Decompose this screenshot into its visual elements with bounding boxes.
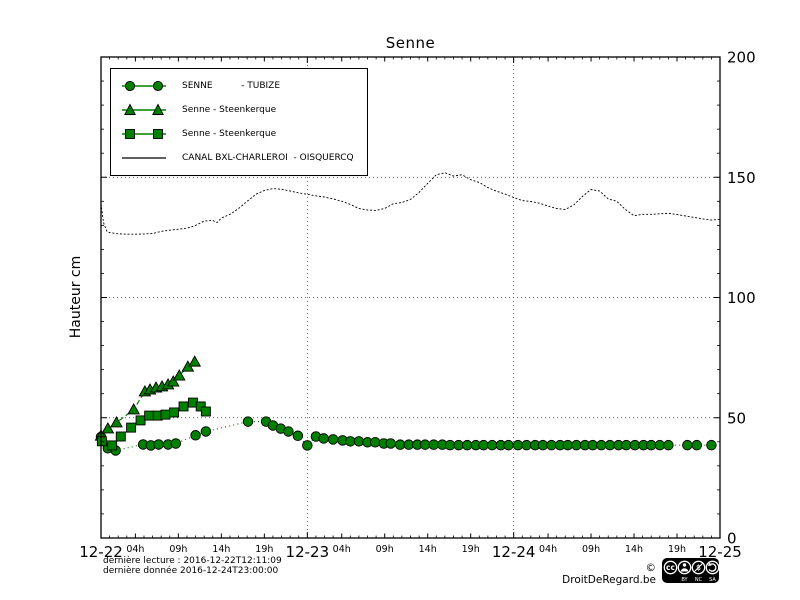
marker-circle-tubize [153,439,164,450]
legend-circle-marker-icon [122,80,166,92]
marker-circle-tubize [385,438,396,449]
y-tick-label: 50 [727,409,746,427]
x-hour-tick-label: 09h [582,544,600,555]
x-hour-tick-label: 04h [126,544,144,555]
y-tick-label: 150 [727,169,756,187]
marker-circle-tubize [691,439,703,451]
marker-circle-tubize [242,416,254,427]
marker-square-steenkerque-b [169,407,180,418]
legend-item-steenkerque-b: Senne - Steenkerque [111,127,367,141]
marker-square-steenkerque-b [144,410,155,421]
marker-square-steenkerque-b [107,440,118,451]
series-line-canal [100,172,721,235]
marker-square-steenkerque-b [160,409,171,420]
marker-circle-tubize [190,430,201,441]
y-tick-label: 0 [727,530,737,548]
marker-circle-tubize [170,438,182,449]
marker-circle-tubize [503,439,514,451]
y-tick-label: 200 [727,49,756,67]
svg-text:SA: SA [709,577,716,583]
svg-text:NC: NC [695,577,703,583]
x-hour-tick-label: 09h [376,544,394,555]
marker-triangle-steenkerque-a [188,355,202,367]
marker-square-steenkerque-b [126,422,137,433]
svg-text:BY: BY [681,577,688,583]
marker-circle-tubize [370,437,381,448]
marker-circle-tubize [706,439,717,451]
x-hour-tick-label: 14h [625,544,643,555]
x-hour-tick-label: 09h [169,544,187,555]
last-reading-text: dernière lecture : 2016-12-22T12:11:09 [103,556,282,566]
marker-circle-tubize [318,433,329,444]
marker-triangle-steenkerque-a [101,422,115,434]
copyright-text: © DroitDeRegard.be [562,562,656,586]
x-hour-tick-label: 19h [462,544,480,555]
x-day-tick-label: 12-23 [286,543,330,561]
series-line-tubize [100,421,712,452]
marker-square-steenkerque-b [178,401,189,412]
marker-triangle-steenkerque-a [127,403,141,415]
x-hour-tick-label: 19h [668,544,686,555]
x-day-tick-label: 12-24 [492,543,536,561]
cc-by-nc-sa-icon: cc $ BY NC SA [663,560,720,583]
legend-line-marker-icon [122,157,166,159]
marker-circle-tubize [283,426,294,437]
marker-triangle-steenkerque-a [110,416,123,428]
marker-circle-tubize [353,436,365,447]
y-tick-label: 100 [727,289,756,307]
legend-label: Senne - Steenkerque [182,129,277,139]
x-hour-tick-label: 14h [419,544,437,555]
x-day-tick-label: 12-22 [79,543,123,561]
legend-triangle-marker-icon [122,103,166,115]
x-hour-tick-label: 04h [539,544,557,555]
legend-item-tubize: SENNE - TUBIZE [111,79,367,93]
legend-item-canal: CANAL BXL-CHARLEROI - OISQUERCQ [111,151,367,165]
chart-title: Senne [385,34,436,52]
cc-license-badge: cc $ BY NC SA [662,558,720,583]
x-hour-tick-label: 19h [255,544,273,555]
marker-square-steenkerque-b [195,401,206,412]
legend-label: CANAL BXL-CHARLEROI - OISQUERCQ [182,153,354,163]
marker-circle-tubize [663,439,674,451]
marker-circle-tubize [682,439,693,451]
marker-triangle-steenkerque-a [172,369,186,381]
marker-square-steenkerque-b [115,431,126,442]
last-data-text: dernière donnée 2016-12-24T23:00:00 [103,566,279,576]
svg-text:cc: cc [666,563,675,572]
legend-square-marker-icon [122,129,166,139]
x-hour-tick-label: 04h [333,544,351,555]
legend-item-steenkerque-a: Senne - Steenkerque [111,103,367,117]
marker-circle-tubize [292,430,304,442]
x-hour-tick-label: 14h [212,544,230,555]
y-axis-label: Hauteur cm [68,255,84,339]
legend: SENNE - TUBIZE Senne - Steenkerque Senne… [110,68,368,176]
x-day-tick-label: 12-25 [698,543,742,561]
legend-label: SENNE - TUBIZE [182,81,281,91]
marker-square-steenkerque-b [200,406,211,417]
legend-label: Senne - Steenkerque [182,105,277,115]
marker-circle-tubize [327,434,339,445]
marker-triangle-steenkerque-a [166,375,180,387]
marker-square-steenkerque-b [96,436,107,447]
marker-square-steenkerque-b [135,415,146,426]
marker-circle-tubize [302,440,313,451]
marker-circle-tubize [200,426,212,437]
